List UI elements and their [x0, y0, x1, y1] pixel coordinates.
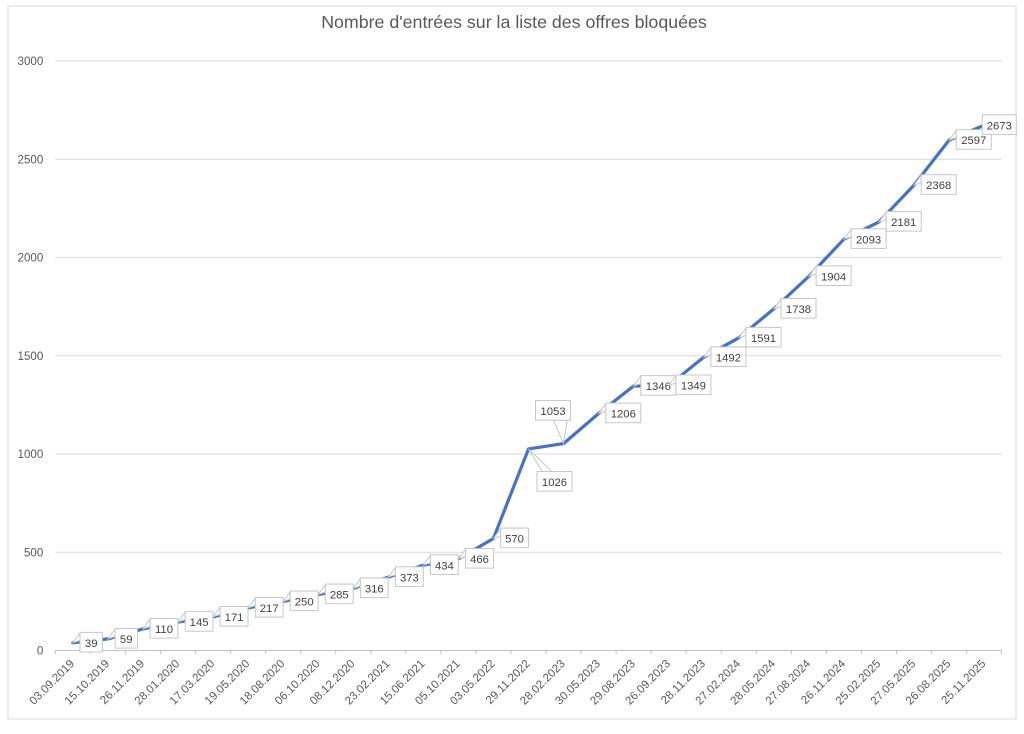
svg-text:570: 570	[505, 534, 524, 546]
svg-text:110: 110	[155, 624, 173, 636]
svg-text:0: 0	[37, 645, 43, 658]
svg-text:59: 59	[120, 634, 133, 646]
svg-text:373: 373	[400, 572, 419, 584]
svg-text:39: 39	[85, 638, 98, 650]
svg-text:500: 500	[24, 546, 43, 559]
svg-text:1206: 1206	[611, 409, 636, 421]
svg-text:1591: 1591	[751, 333, 776, 345]
svg-text:1492: 1492	[716, 352, 741, 364]
svg-text:1500: 1500	[18, 350, 44, 363]
svg-text:2181: 2181	[891, 217, 916, 229]
svg-text:466: 466	[470, 554, 489, 566]
svg-text:1738: 1738	[786, 304, 811, 316]
svg-text:250: 250	[295, 597, 314, 609]
svg-text:1053: 1053	[540, 406, 565, 418]
svg-text:434: 434	[435, 560, 454, 572]
svg-text:2000: 2000	[18, 252, 44, 265]
svg-text:285: 285	[330, 590, 349, 602]
svg-text:3000: 3000	[18, 55, 44, 68]
svg-text:2597: 2597	[961, 135, 986, 147]
svg-text:1346: 1346	[646, 381, 671, 393]
svg-text:217: 217	[260, 603, 279, 615]
svg-text:145: 145	[190, 617, 209, 629]
svg-text:1349: 1349	[681, 381, 706, 393]
svg-text:2673: 2673	[987, 120, 1012, 132]
svg-text:Nombre d'entrées sur la liste: Nombre d'entrées sur la liste des offres…	[321, 12, 707, 32]
svg-text:316: 316	[365, 584, 384, 596]
svg-text:1000: 1000	[18, 448, 44, 461]
svg-text:1904: 1904	[821, 271, 846, 283]
svg-text:1026: 1026	[542, 477, 567, 489]
svg-text:2093: 2093	[856, 234, 881, 246]
svg-text:2500: 2500	[18, 153, 44, 166]
svg-text:2368: 2368	[926, 180, 951, 192]
svg-text:171: 171	[225, 612, 244, 624]
